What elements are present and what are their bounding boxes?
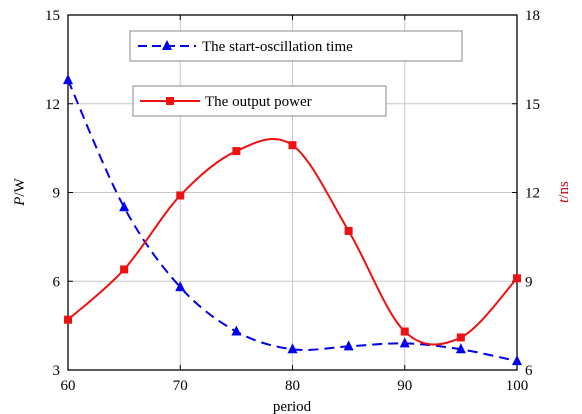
data-point-square xyxy=(120,265,129,274)
series-line-2 xyxy=(67,137,518,346)
y-left-tick-label: 12 xyxy=(45,97,60,113)
y-axis-label-left-symbol: P xyxy=(12,197,28,207)
y-right-tick-label: 18 xyxy=(525,8,540,24)
data-point-square xyxy=(176,191,185,200)
y-axis-label-right: t/ns xyxy=(556,181,572,203)
data-point-square xyxy=(344,226,353,235)
y-left-tick-label: 3 xyxy=(53,363,61,379)
data-point-triangle xyxy=(63,74,73,85)
y-right-tick-label: 15 xyxy=(525,97,540,113)
y-left-tick-label: 15 xyxy=(45,8,60,24)
y-left-tick-label: 9 xyxy=(53,186,61,202)
data-point-triangle xyxy=(175,281,186,292)
legend-marker-triangle xyxy=(162,40,172,50)
x-tick-label: 100 xyxy=(506,378,529,394)
x-tick-label: 70 xyxy=(173,378,188,394)
data-point-square xyxy=(64,315,72,324)
data-point-triangle xyxy=(512,355,522,366)
y-right-tick-label: 12 xyxy=(525,186,540,202)
data-point-triangle xyxy=(399,337,410,348)
legend-entry-start-oscillation: The start-oscillation time xyxy=(129,30,463,62)
x-tick-label: 60 xyxy=(61,378,76,394)
data-point-triangle xyxy=(231,325,242,336)
y-axis-label-left: P/W xyxy=(12,177,28,206)
data-point-square xyxy=(513,274,521,283)
series-line-1 xyxy=(67,79,518,363)
data-point-square xyxy=(400,327,409,336)
y-axis-label-right-unit: /ns xyxy=(556,181,572,199)
legend-label-output-power: The output power xyxy=(205,94,312,110)
legend-label-start-oscillation: The start-oscillation time xyxy=(202,39,353,55)
data-point-triangle xyxy=(287,343,298,354)
y-right-tick-label: 6 xyxy=(525,363,533,379)
legend-entry-output-power: The output power xyxy=(132,85,387,117)
y-axis-label-left-unit: /W xyxy=(12,177,28,196)
axis-ticks: 60 70 80 90 100 3 6 9 12 15 6 9 12 15 18 xyxy=(45,8,540,394)
y-right-tick-label: 9 xyxy=(525,274,533,290)
data-point-triangle xyxy=(455,343,466,354)
data-point-triangle xyxy=(119,201,130,212)
data-point-square xyxy=(232,147,241,156)
data-point-square xyxy=(288,141,297,150)
x-axis-label: period xyxy=(273,399,312,414)
data-point-triangle xyxy=(343,340,354,351)
data-point-square xyxy=(456,333,465,342)
series-layer xyxy=(63,74,522,366)
x-tick-label: 90 xyxy=(397,378,412,394)
x-tick-label: 80 xyxy=(285,378,300,394)
y-axis-label-right-symbol: t xyxy=(556,198,572,203)
grid xyxy=(68,15,517,370)
legend-marker-square xyxy=(166,97,174,105)
y-left-tick-label: 6 xyxy=(53,274,61,290)
